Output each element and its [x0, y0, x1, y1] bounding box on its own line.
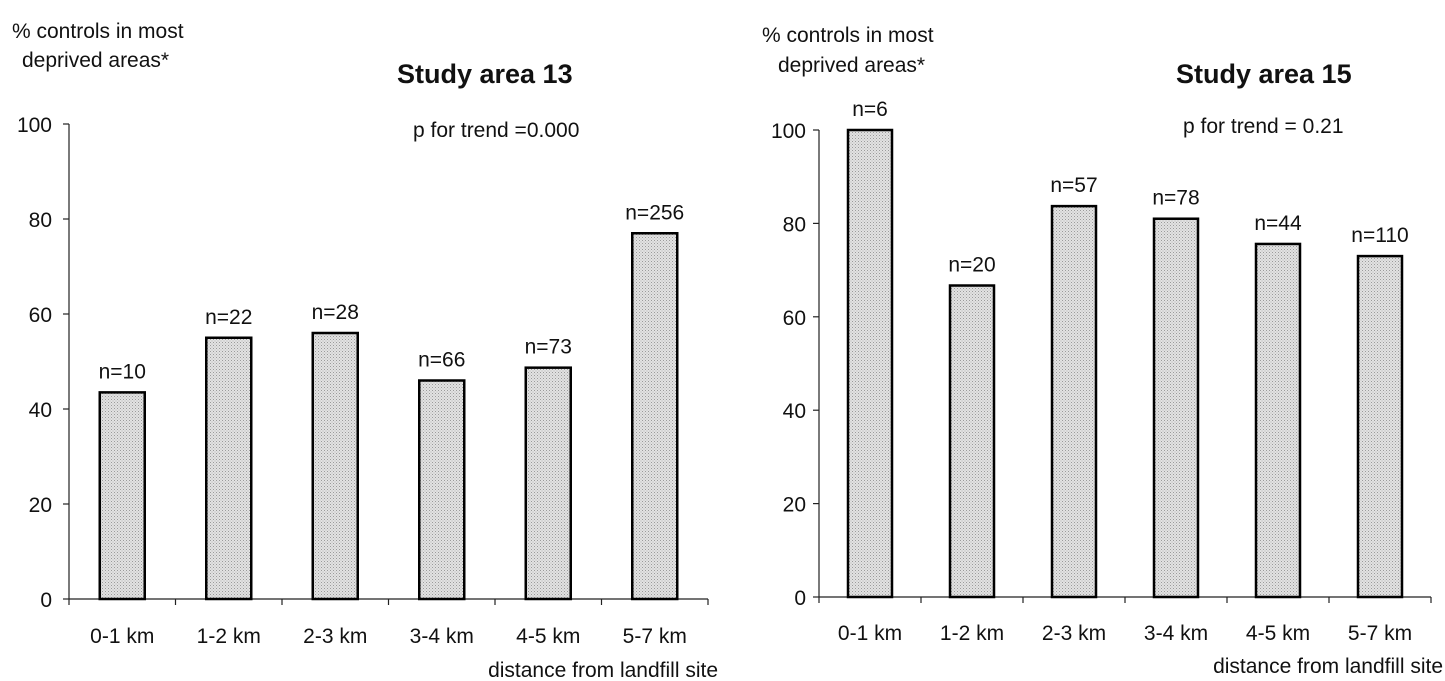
x-tick-label: 5-7 km: [623, 625, 687, 648]
x-tick-label: 2-3 km: [303, 625, 367, 648]
x-axis-label: distance from landfill site: [1213, 655, 1443, 678]
x-tick-label: 3-4 km: [410, 625, 474, 648]
y-axis-label-line-2: deprived areas*: [778, 54, 925, 77]
bar: [98, 391, 146, 601]
bar-count-label: n=256: [625, 201, 684, 224]
bar-count-label: n=66: [418, 349, 465, 372]
y-axis-label-line-1: % controls in most: [12, 20, 184, 43]
y-tick-label: 0: [794, 587, 806, 610]
x-tick-label: 1-2 km: [940, 622, 1004, 645]
plot-area: 0 20 40 60 80 100 n=6 0-1 km n=20 1-2 km n=57 2-3 k…: [771, 98, 1432, 645]
bar-count-label: n=20: [948, 254, 995, 277]
bar: [631, 232, 679, 601]
x-tick-label: 1-2 km: [197, 625, 261, 648]
x-tick-label: 0-1 km: [90, 625, 154, 648]
bar: [524, 366, 572, 601]
bar-count-label: n=110: [1351, 224, 1408, 247]
trend-annotation: p for trend =0.000: [413, 119, 579, 142]
plot-area: 0 20 40 60 80 100 n=10 0-1 km n=22 1-2 km n=28 2-3 …: [17, 114, 709, 648]
bar-count-label: n=44: [1254, 212, 1302, 235]
bar: [846, 128, 894, 599]
y-tick-label: 0: [40, 589, 52, 612]
y-tick-label: 40: [783, 400, 806, 423]
y-tick-label: 60: [29, 304, 52, 327]
trend-annotation: p for trend = 0.21: [1183, 115, 1344, 138]
chart-study-area-13: % controls in most deprived areas* Study…: [12, 20, 718, 681]
y-tick-label: 80: [783, 213, 806, 236]
x-tick-label: 5-7 km: [1348, 622, 1412, 645]
bar-count-label: n=73: [525, 336, 572, 359]
y-tick-label: 20: [29, 494, 52, 517]
bar: [1254, 242, 1302, 599]
x-tick-label: 0-1 km: [838, 622, 902, 645]
y-tick-label: 20: [783, 494, 806, 517]
bar: [418, 379, 466, 601]
bar-count-label: n=10: [99, 360, 146, 383]
y-tick-label: 100: [771, 120, 806, 143]
x-tick-label: 4-5 km: [1246, 622, 1310, 645]
bar-count-label: n=78: [1152, 187, 1199, 210]
y-axis-label-line-1: % controls in most: [762, 24, 934, 47]
bar-count-label: n=6: [852, 98, 888, 121]
x-tick-label: 4-5 km: [516, 625, 580, 648]
bar-count-label: n=22: [205, 306, 252, 329]
bar-count-label: n=28: [312, 301, 359, 324]
y-axis-label-line-2: deprived areas*: [22, 49, 169, 72]
chart-study-area-15: % controls in most deprived areas* Study…: [762, 24, 1443, 678]
y-tick-label: 80: [29, 209, 52, 232]
bar: [1356, 254, 1404, 599]
y-tick-label: 60: [783, 307, 806, 330]
x-tick-label: 3-4 km: [1144, 622, 1208, 645]
bar: [1050, 204, 1098, 599]
y-tick-label: 40: [29, 399, 52, 422]
bar: [205, 336, 253, 601]
x-axis-label: distance from landfill site: [488, 659, 718, 681]
y-tick-label: 100: [17, 114, 52, 137]
chart-title: Study area 13: [397, 59, 573, 89]
bar-count-label: n=57: [1050, 174, 1097, 197]
x-tick-label: 2-3 km: [1042, 622, 1106, 645]
bar: [311, 331, 359, 601]
chart-title: Study area 15: [1176, 59, 1352, 89]
bar: [948, 284, 996, 599]
bar: [1152, 217, 1200, 599]
